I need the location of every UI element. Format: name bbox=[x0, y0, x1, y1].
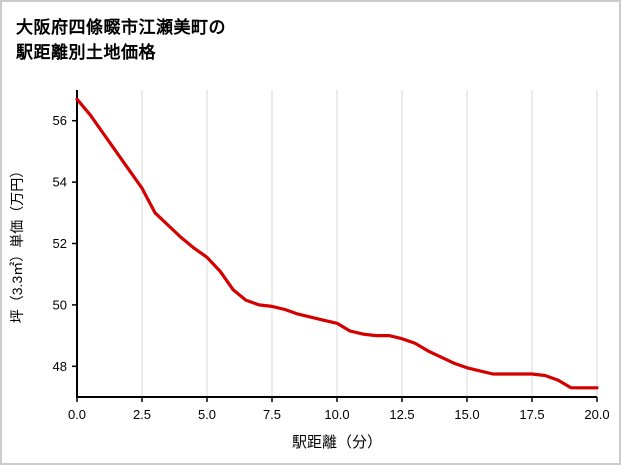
svg-text:10.0: 10.0 bbox=[324, 407, 349, 422]
svg-text:7.5: 7.5 bbox=[263, 407, 281, 422]
svg-text:56: 56 bbox=[53, 113, 67, 128]
svg-text:0.0: 0.0 bbox=[68, 407, 86, 422]
svg-text:48: 48 bbox=[53, 359, 67, 374]
svg-text:駅距離（分）: 駅距離（分） bbox=[292, 433, 382, 451]
svg-text:15.0: 15.0 bbox=[454, 407, 479, 422]
svg-text:54: 54 bbox=[53, 175, 67, 190]
svg-text:20.0: 20.0 bbox=[584, 407, 609, 422]
svg-text:坪（3.3㎡）単価（万円）: 坪（3.3㎡）単価（万円） bbox=[9, 164, 25, 323]
chart-title: 大阪府四條畷市江瀬美町の 駅距離別土地価格 bbox=[2, 2, 619, 65]
chart-title-line2: 駅距離別土地価格 bbox=[16, 42, 156, 62]
svg-text:52: 52 bbox=[53, 236, 67, 251]
svg-text:2.5: 2.5 bbox=[133, 407, 151, 422]
svg-text:5.0: 5.0 bbox=[198, 407, 216, 422]
svg-text:17.5: 17.5 bbox=[519, 407, 544, 422]
svg-text:50: 50 bbox=[53, 297, 67, 312]
price-line-chart: 0.0 2.5 5.0 7.5 10.0 12.5 15.0 17.5 20.0 48 50 52 54… bbox=[2, 84, 619, 463]
chart-title-line1: 大阪府四條畷市江瀬美町の bbox=[16, 18, 226, 37]
line-chart-svg: 0.0 2.5 5.0 7.5 10.0 12.5 15.0 17.5 20.0 48 50 52 54… bbox=[9, 90, 610, 451]
svg-text:12.5: 12.5 bbox=[389, 407, 414, 422]
